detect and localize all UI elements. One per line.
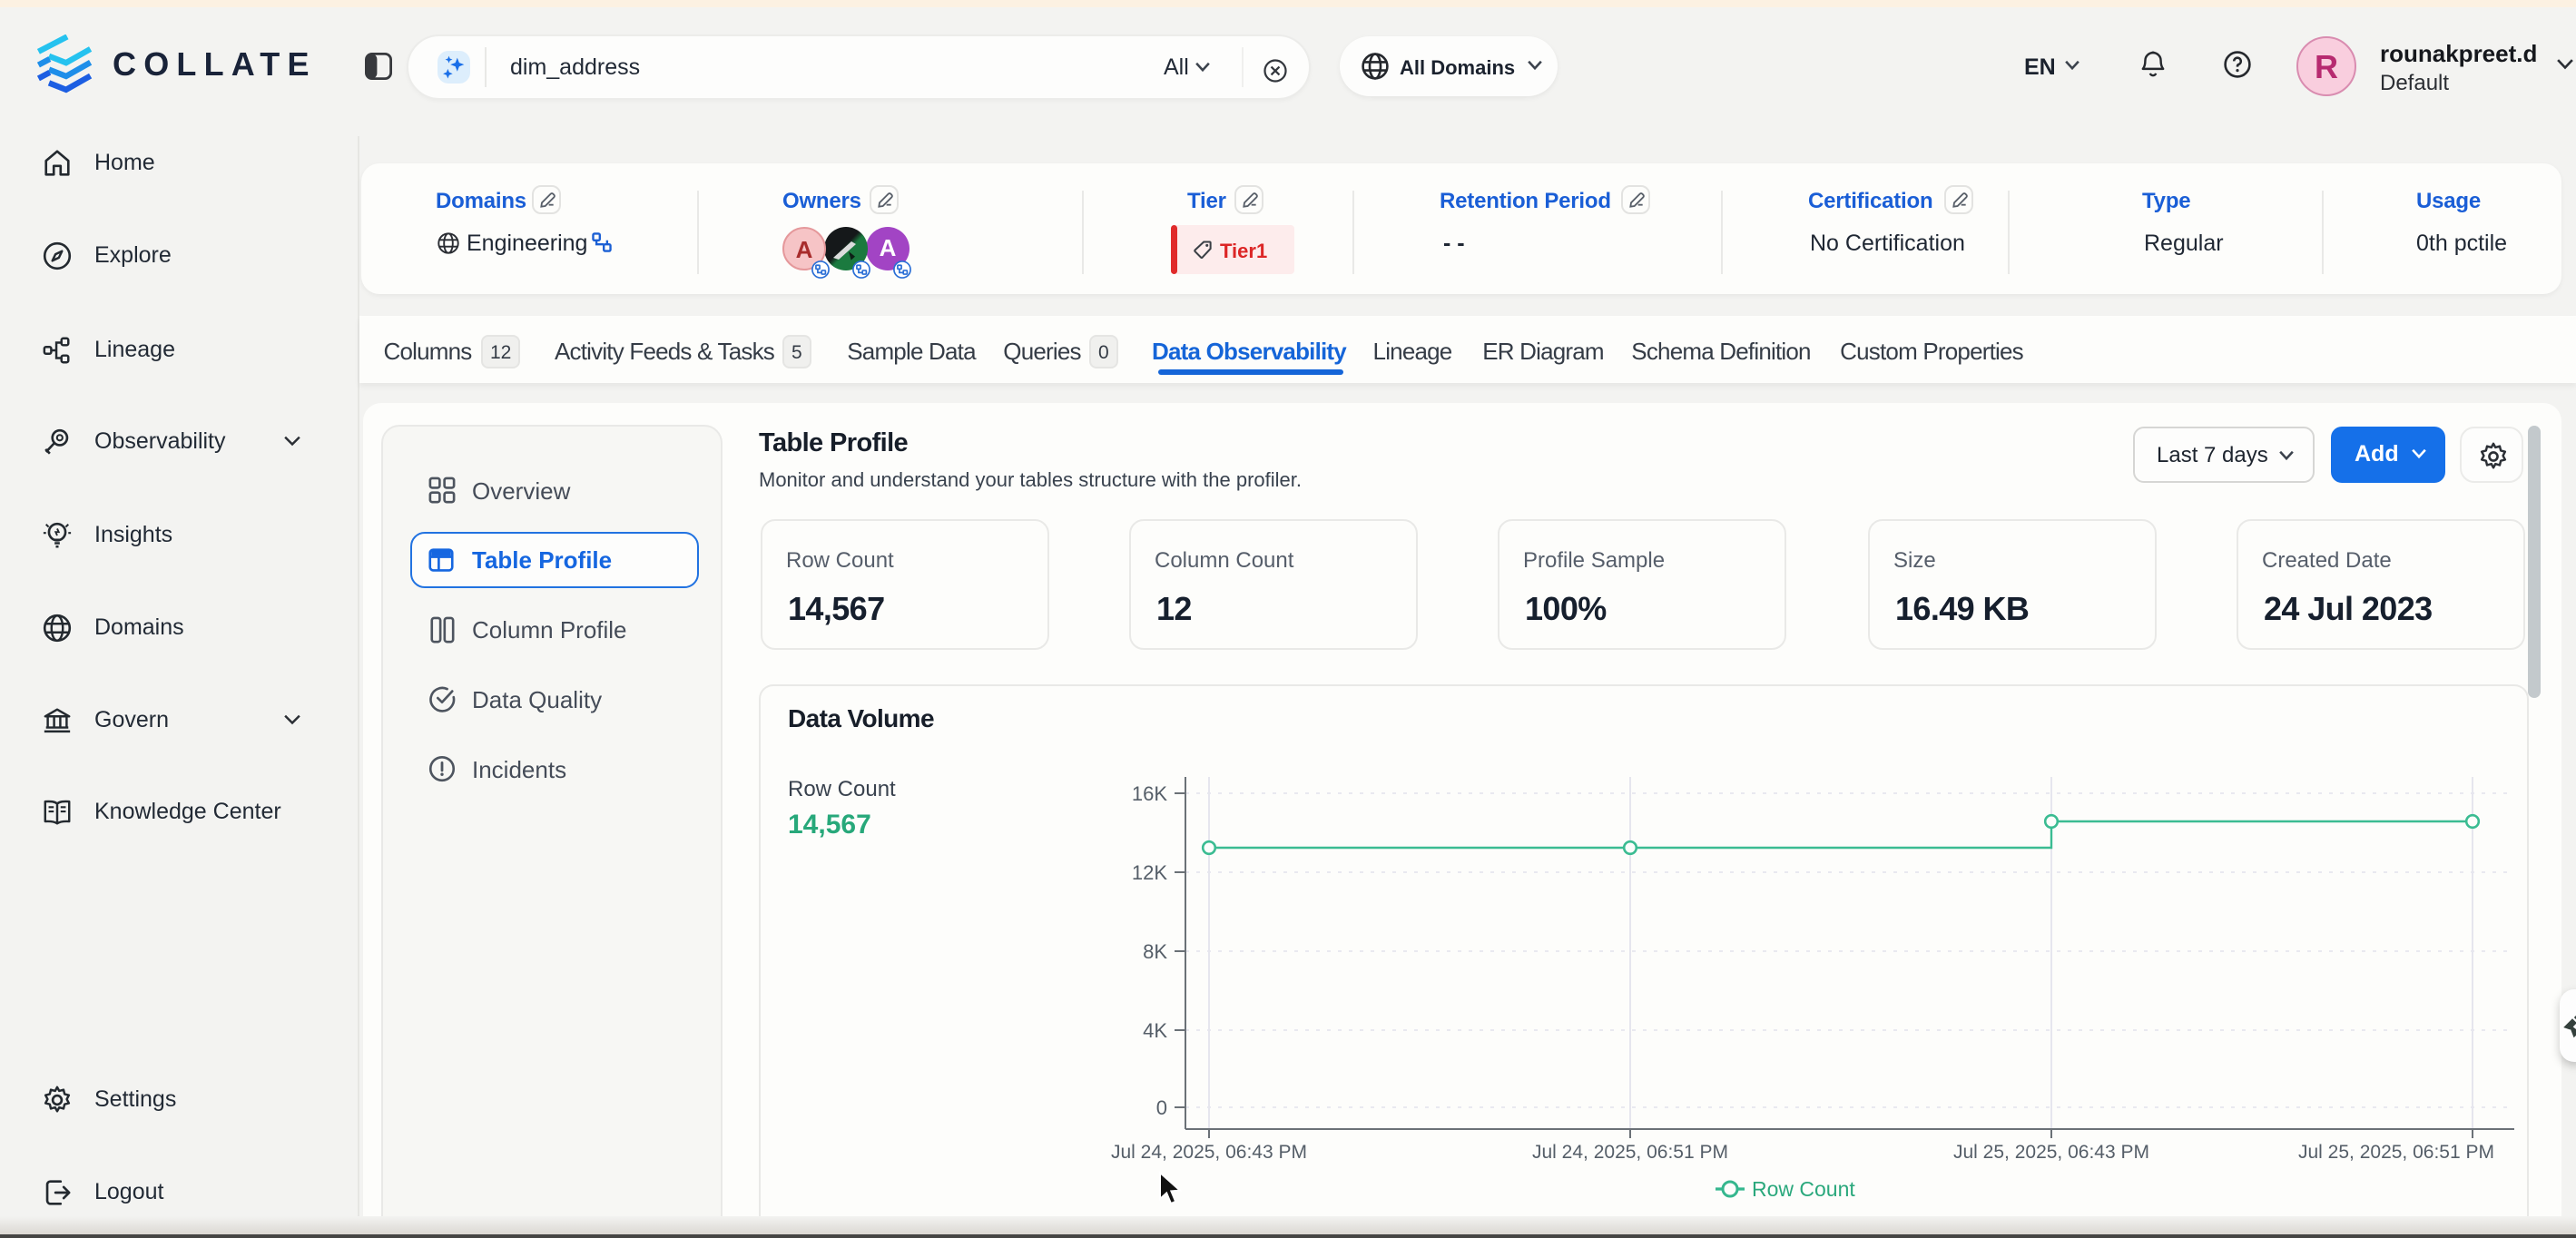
svg-text:Jul 25, 2025, 06:43 PM: Jul 25, 2025, 06:43 PM bbox=[1953, 1142, 2149, 1163]
svg-text:8K: 8K bbox=[1143, 940, 1167, 963]
svg-text:4K: 4K bbox=[1143, 1019, 1167, 1042]
svg-text:12K: 12K bbox=[1132, 861, 1167, 884]
svg-text:Jul 24, 2025, 06:43 PM: Jul 24, 2025, 06:43 PM bbox=[1111, 1142, 1307, 1163]
svg-text:Jul 24, 2025, 06:51 PM: Jul 24, 2025, 06:51 PM bbox=[1532, 1142, 1728, 1163]
svg-text:Row Count: Row Count bbox=[1752, 1177, 1855, 1201]
svg-text:16K: 16K bbox=[1132, 782, 1167, 805]
svg-text:0: 0 bbox=[1156, 1096, 1167, 1119]
svg-text:Jul 25, 2025, 06:51 PM: Jul 25, 2025, 06:51 PM bbox=[2298, 1142, 2494, 1163]
